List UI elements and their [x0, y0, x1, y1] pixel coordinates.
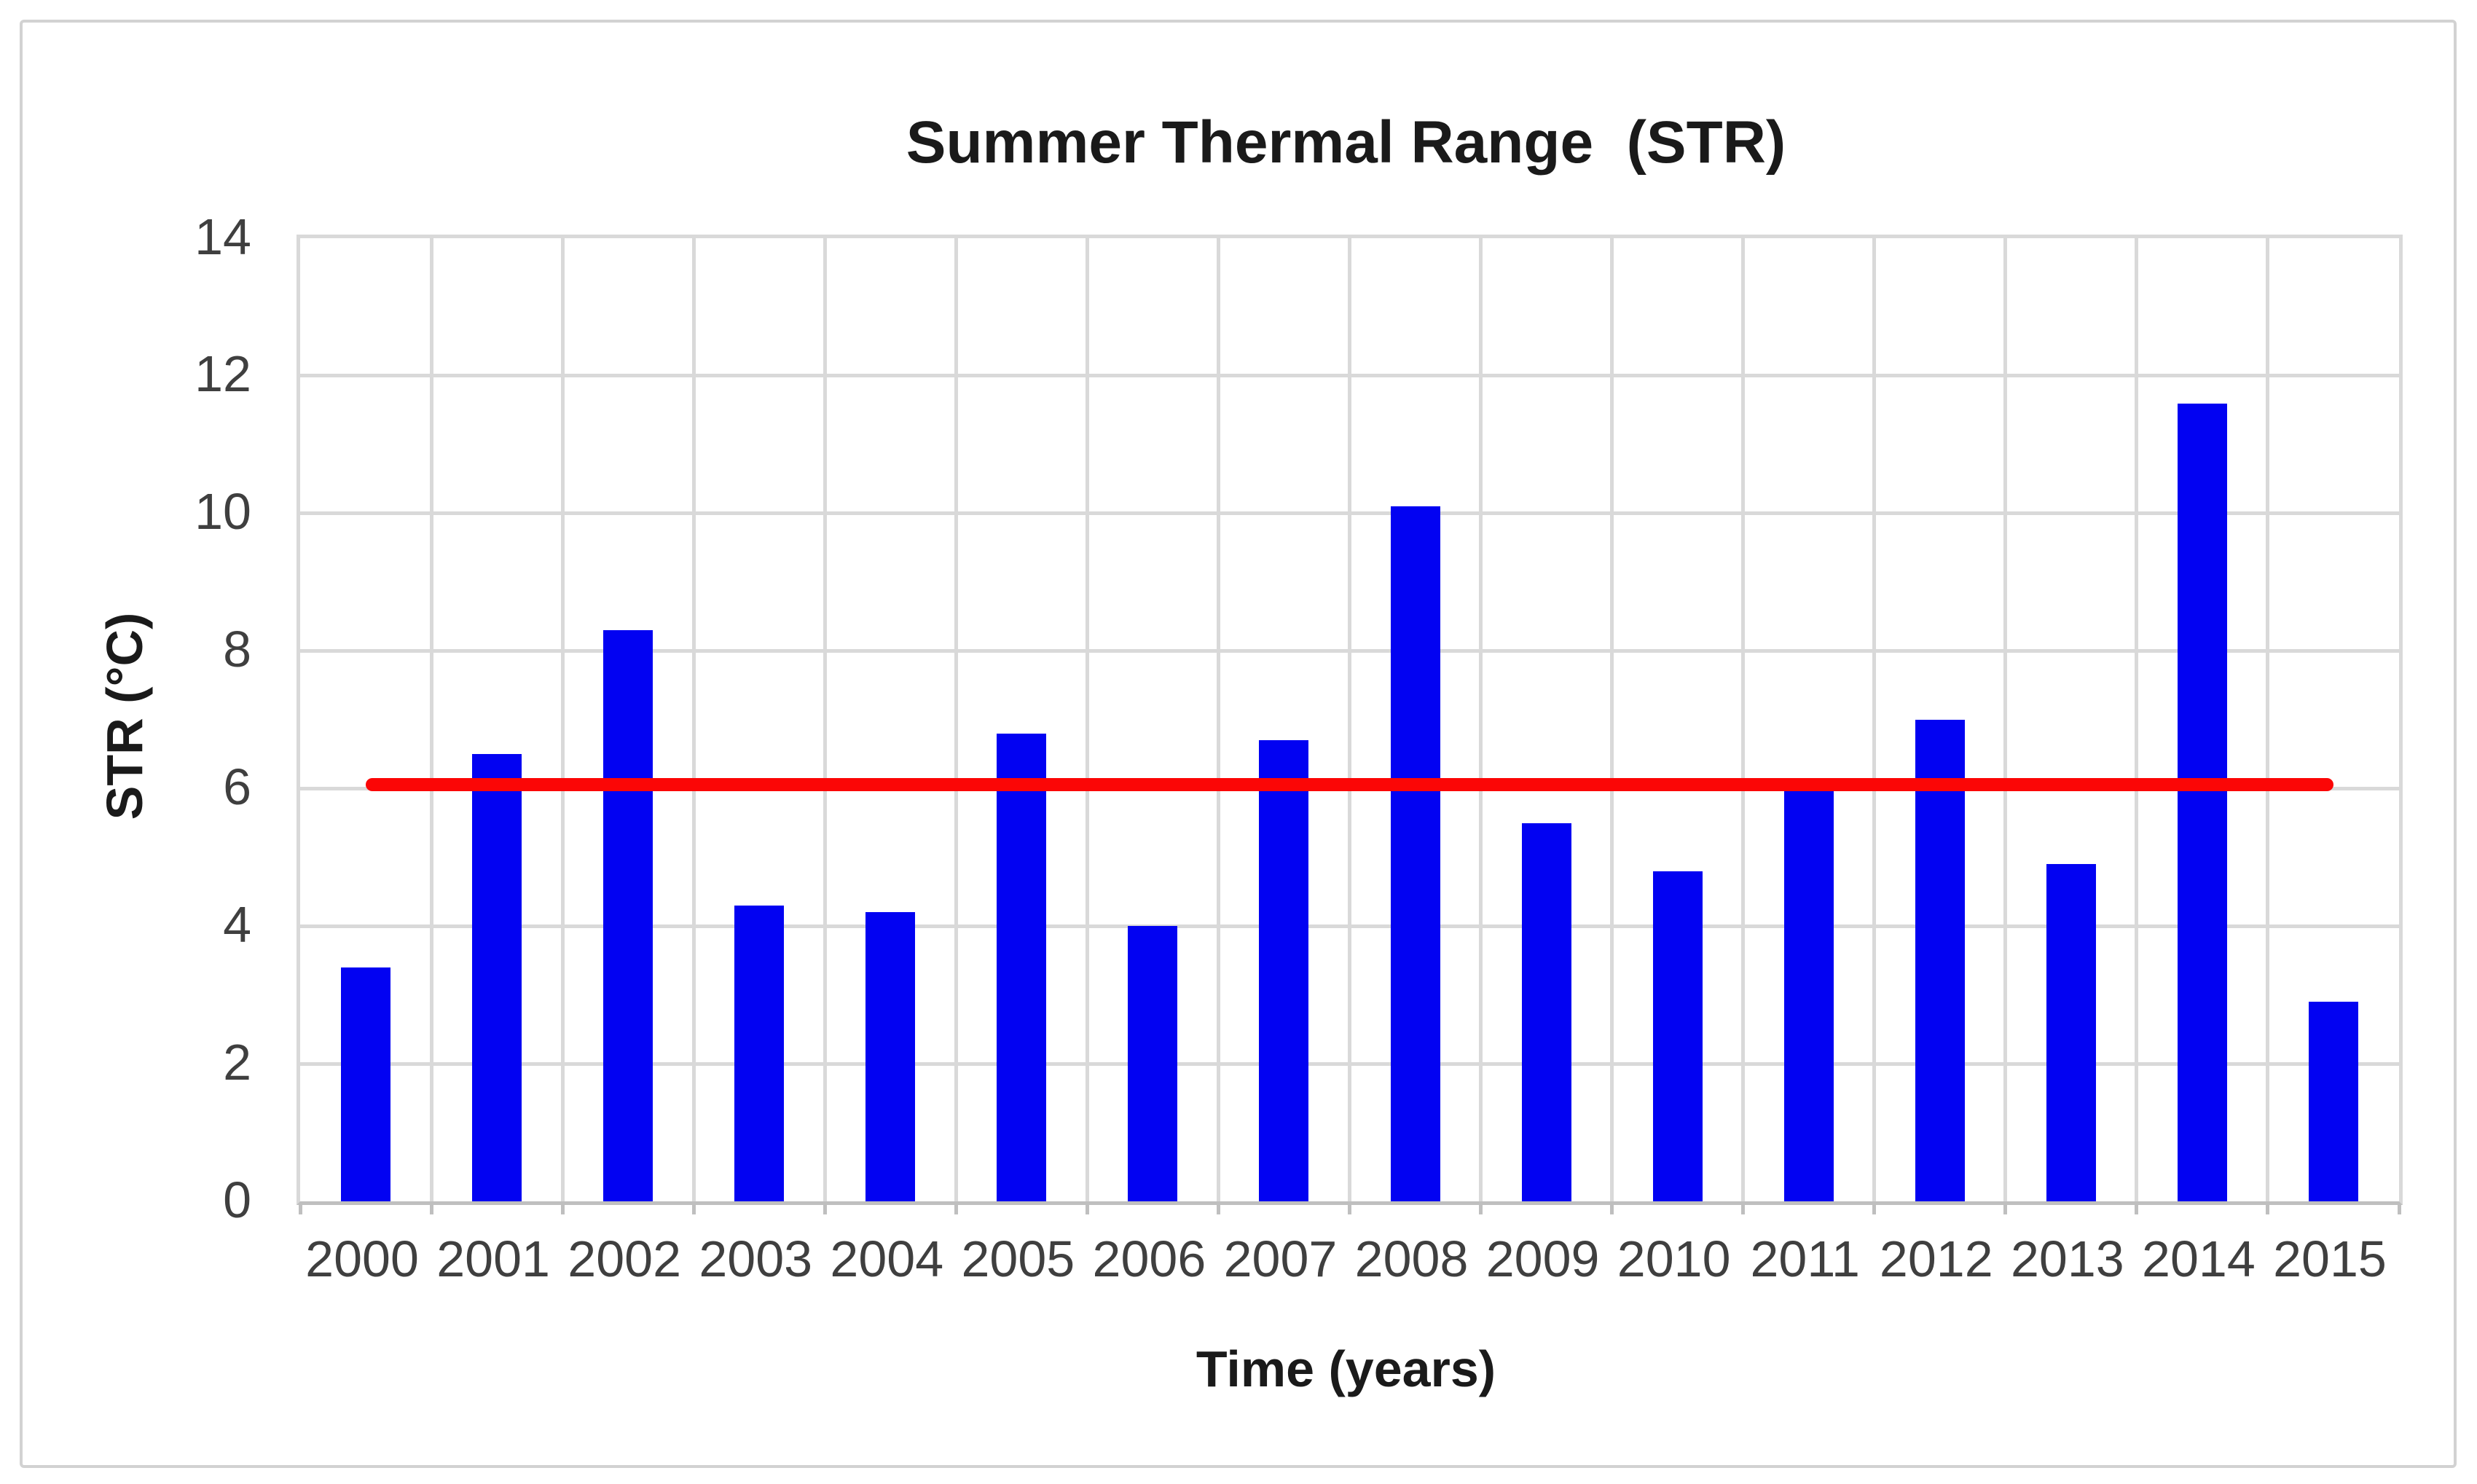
bar-2006 — [1128, 926, 1178, 1201]
bar-2002 — [603, 630, 653, 1201]
vertical-gridline — [1741, 238, 1746, 1201]
bar-2015 — [2308, 1002, 2358, 1201]
bar-2000 — [341, 967, 391, 1201]
y-tick-label: 12 — [195, 345, 251, 403]
x-tick-label: 2003 — [699, 1230, 813, 1287]
x-tick-label: 2005 — [961, 1230, 1075, 1287]
x-axis-tick-mark — [1872, 1205, 1877, 1214]
vertical-gridline — [2003, 238, 2008, 1201]
bar-2011 — [1783, 788, 1834, 1201]
x-axis-tick-mark — [298, 1205, 302, 1214]
x-axis-tick-mark — [1216, 1205, 1220, 1214]
x-axis-title: Time (years) — [1196, 1340, 1496, 1397]
bar-2013 — [2046, 864, 2096, 1201]
x-tick-label: 2006 — [1092, 1230, 1206, 1287]
x-axis-tick-mark — [691, 1205, 696, 1214]
vertical-gridline — [429, 238, 433, 1201]
x-tick-label: 2013 — [2010, 1230, 2124, 1287]
vertical-gridline — [560, 238, 565, 1201]
x-axis-tick-mark — [1741, 1205, 1746, 1214]
y-tick-label: 4 — [223, 895, 251, 953]
x-tick-label: 2011 — [1750, 1230, 1860, 1287]
x-axis-tick-mark — [1610, 1205, 1614, 1214]
mean-reference-line — [366, 777, 2333, 791]
x-tick-label: 2010 — [1617, 1230, 1731, 1287]
vertical-gridline — [2135, 238, 2139, 1201]
x-axis-tick-mark — [2003, 1205, 2008, 1214]
chart-title: Summer Thermal Range (STR) — [906, 109, 1786, 176]
x-axis-tick-mark — [2266, 1205, 2270, 1214]
y-tick-label: 8 — [223, 621, 251, 678]
y-tick-label: 6 — [223, 758, 251, 815]
y-tick-label: 14 — [195, 208, 251, 265]
x-axis-tick-mark — [2135, 1205, 2139, 1214]
x-axis-tick-mark — [429, 1205, 433, 1214]
bar-2003 — [734, 905, 785, 1201]
bar-2010 — [1652, 871, 1703, 1201]
vertical-gridline — [1872, 238, 1877, 1201]
vertical-gridline — [1085, 238, 1089, 1201]
vertical-gridline — [2266, 238, 2270, 1201]
y-tick-label: 0 — [223, 1171, 251, 1228]
x-axis-tick-mark — [1479, 1205, 1483, 1214]
x-tick-label: 2009 — [1485, 1230, 1600, 1287]
x-tick-label: 2008 — [1354, 1230, 1469, 1287]
x-axis-tick-mark — [954, 1205, 958, 1214]
plot-area — [297, 235, 2403, 1214]
x-tick-label: 2012 — [1879, 1230, 1993, 1287]
vertical-gridline — [1348, 238, 1351, 1201]
y-tick-label: 10 — [195, 483, 251, 541]
x-tick-label: 2004 — [830, 1230, 944, 1287]
vertical-gridline — [691, 238, 696, 1201]
x-axis-tick-mark — [560, 1205, 565, 1214]
bar-2014 — [2177, 403, 2227, 1201]
x-tick-label: 2000 — [305, 1230, 419, 1287]
x-axis-tick-mark — [2397, 1205, 2401, 1214]
bar-2005 — [997, 733, 1047, 1201]
y-tick-label: 2 — [223, 1033, 251, 1091]
x-tick-label: 2007 — [1223, 1230, 1338, 1287]
x-tick-label: 2014 — [2142, 1230, 2256, 1287]
bar-2012 — [1915, 720, 1965, 1201]
bar-2008 — [1390, 506, 1440, 1201]
bar-2009 — [1521, 823, 1571, 1201]
x-axis-tick-mark — [1085, 1205, 1089, 1214]
vertical-gridline — [1216, 238, 1220, 1201]
vertical-gridline — [954, 238, 958, 1201]
vertical-gridline — [1610, 238, 1614, 1201]
bar-2001 — [472, 754, 522, 1201]
vertical-gridline — [823, 238, 827, 1201]
x-tick-label: 2001 — [436, 1230, 550, 1287]
vertical-gridline — [1479, 238, 1483, 1201]
x-axis-tick-mark — [823, 1205, 827, 1214]
x-tick-label: 2015 — [2273, 1230, 2387, 1287]
bar-2004 — [865, 912, 916, 1201]
bar-2007 — [1259, 740, 1309, 1201]
x-tick-label: 2002 — [568, 1230, 682, 1287]
x-axis-tick-mark — [1348, 1205, 1351, 1214]
